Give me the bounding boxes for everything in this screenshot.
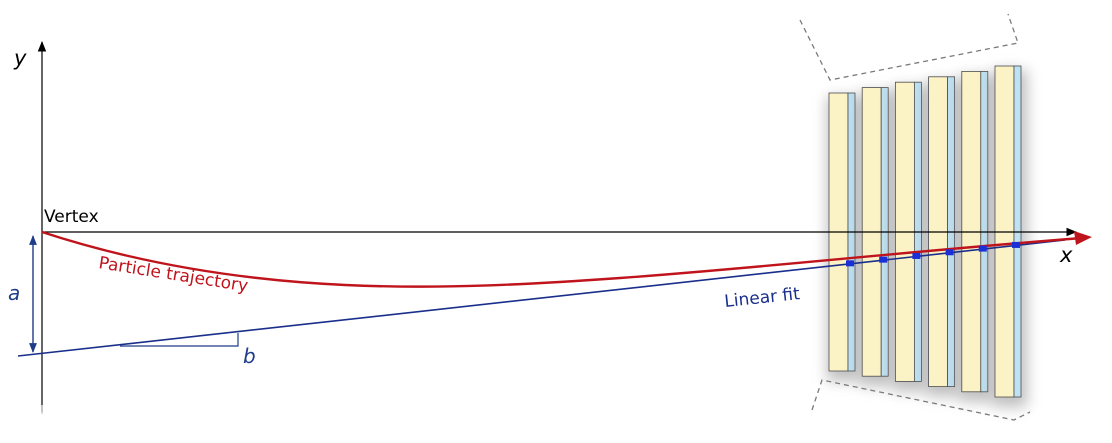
detector-layer-1 — [827, 92, 861, 381]
linear-fit-line — [17, 239, 1066, 357]
envelope-bottom-line — [811, 379, 1031, 421]
slope-label: b — [243, 344, 256, 368]
hit-marker — [879, 256, 888, 263]
hit-marker — [912, 252, 921, 259]
hit-marker — [945, 249, 954, 256]
detector-envelope — [799, 13, 1031, 421]
detector-layer-4 — [926, 76, 961, 397]
particle-trajectory — [41, 230, 1083, 288]
trajectory-arrowhead — [1074, 231, 1092, 245]
slope-triangle — [120, 333, 239, 347]
hit-marker — [846, 260, 854, 267]
x-axis-label: x — [1059, 243, 1073, 267]
detector-layer-2 — [860, 87, 895, 387]
detector-layer-6 — [993, 65, 1027, 407]
y-axis-label: y — [13, 46, 27, 70]
hit-marker — [978, 245, 987, 252]
detector-layers — [827, 65, 1027, 407]
detector-layer-3 — [893, 81, 928, 392]
trajectory-label: Particle trajectory — [97, 253, 249, 296]
linear-fit-label: Linear fit — [723, 284, 801, 312]
intercept-label: a — [8, 281, 20, 305]
hit-marker — [1012, 241, 1020, 248]
hit-markers — [846, 241, 1020, 267]
detector-layer-5 — [959, 71, 994, 402]
envelope-top-line — [799, 13, 1019, 81]
vertex-label: Vertex — [44, 207, 99, 227]
